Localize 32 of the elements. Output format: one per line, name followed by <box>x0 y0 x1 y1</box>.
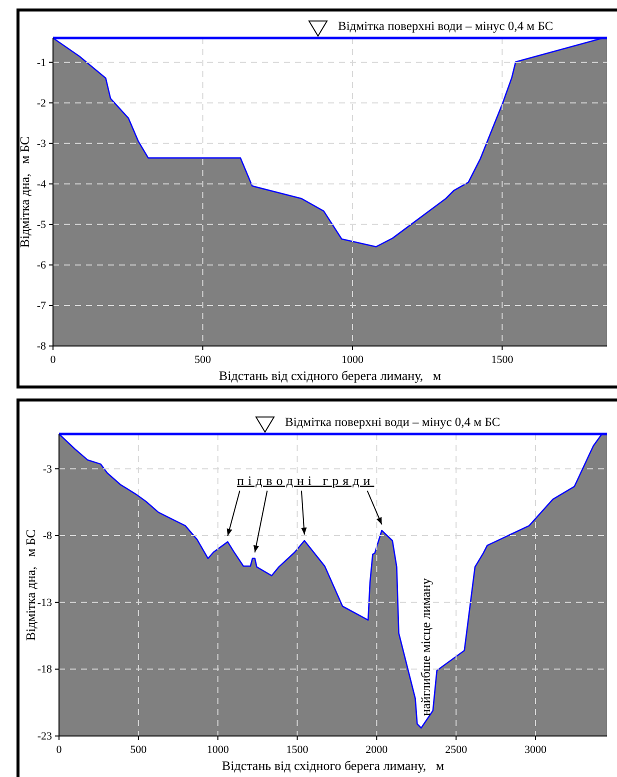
x-tick-label: 1500 <box>286 744 309 756</box>
annotation: найглибше місце лиману <box>418 578 434 716</box>
y-tick-label: -2 <box>36 97 46 110</box>
y-tick-label: -7 <box>36 300 46 312</box>
y-tick-label: -6 <box>36 259 46 272</box>
y-tick-label: -23 <box>37 730 52 743</box>
x-axis-title: Відстань від східного берега лиману, м <box>218 368 442 383</box>
y-tick-label: -5 <box>36 218 46 231</box>
y-axis-title: Відмітка дна, м БС <box>23 529 38 641</box>
annotation: підводні гряди <box>237 472 374 488</box>
x-tick-label: 0 <box>50 354 56 366</box>
x-tick-label: 500 <box>194 354 212 366</box>
x-tick-label: 1000 <box>206 744 230 756</box>
y-tick-label: -4 <box>36 178 46 190</box>
text: Відмітка поверхні води – мінус 0,4 м БС <box>285 415 500 429</box>
x-tick-label: 3000 <box>524 744 548 756</box>
x-tick-label: 0 <box>56 744 62 756</box>
x-axis-title: Відстань від східного берега лиману, м <box>222 758 444 773</box>
y-tick-label: -8 <box>36 340 46 353</box>
x-tick-label: 500 <box>130 744 148 756</box>
x-tick-label: 1500 <box>491 354 514 366</box>
y-tick-label: -3 <box>36 138 46 150</box>
x-tick-label: 2500 <box>445 744 468 756</box>
y-tick-label: -18 <box>37 664 52 676</box>
y-axis-title: Відмітка дна, м БС <box>17 136 32 248</box>
x-tick-label: 2000 <box>366 744 388 756</box>
x-tick-label: 1000 <box>341 354 364 366</box>
y-tick-label: -13 <box>37 596 52 609</box>
y-tick-label: -3 <box>42 463 52 476</box>
text: Відмітка поверхні води – мінус 0,4 м БС <box>338 19 554 33</box>
y-tick-label: -1 <box>36 56 46 69</box>
y-tick-label: -8 <box>42 530 52 542</box>
